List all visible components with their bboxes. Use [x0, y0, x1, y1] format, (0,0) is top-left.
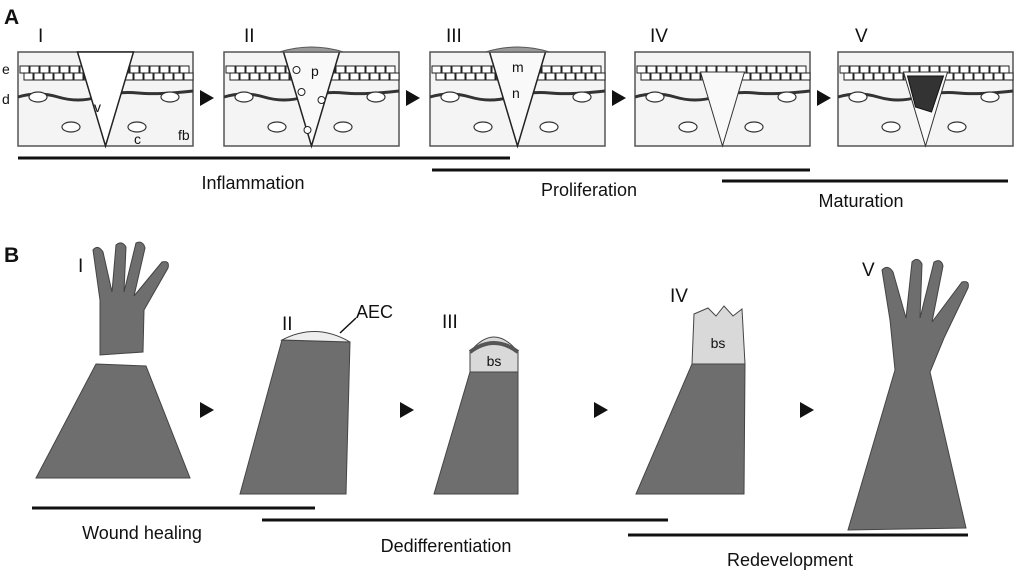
neutrophil-label: n [512, 85, 520, 101]
stage-b-4: IV [670, 286, 688, 307]
arrow-icon [200, 90, 214, 106]
maturation-label: Maturation [818, 191, 903, 211]
arrow-icon [400, 402, 414, 418]
stage-a-5: V [855, 26, 868, 47]
aec-label: AEC [356, 302, 393, 322]
skin-section-panels [17, 46, 1014, 149]
panel-b-label: B [4, 244, 19, 267]
arrow-icon [406, 90, 420, 106]
stage-b-3: III [442, 312, 458, 333]
stage-a-4: IV [650, 26, 668, 47]
stage-a-3: III [446, 26, 462, 47]
arrow-icon [200, 402, 214, 418]
redevelopment-label: Redevelopment [727, 550, 853, 570]
dermis-label: d [2, 91, 10, 107]
skin-panel-3 [429, 46, 606, 149]
skin-panel-1 [17, 51, 194, 149]
panel-a-label: A [4, 6, 19, 29]
proliferation-label: Proliferation [541, 180, 637, 200]
vessel-label: v [94, 99, 101, 115]
limb-intact [35, 241, 191, 479]
stage-b-2: II [282, 314, 293, 335]
limb-amputated-aec [239, 317, 357, 495]
stage-b-1: I [78, 256, 83, 277]
skin-panel-4 [634, 51, 811, 148]
limb-redeveloping-blastema [635, 305, 746, 495]
wound-healing-label: Wound healing [82, 523, 202, 543]
fibroblast-label: fb [178, 127, 190, 143]
arrow-icon [612, 90, 626, 106]
stage-a-1: I [38, 26, 43, 47]
skin-panel-2 [223, 46, 400, 149]
arrow-icon [817, 90, 831, 106]
blastema-label-4: bs [711, 335, 726, 351]
epidermis-label: e [2, 61, 10, 77]
skin-panel-5 [837, 51, 1014, 148]
arrow-icon [594, 402, 608, 418]
stage-b-5: V [862, 260, 875, 281]
dedifferentiation-label: Dedifferentiation [381, 536, 512, 556]
limb-regenerated [847, 258, 969, 531]
limb-blastema [433, 336, 520, 495]
blastema-label-3: bs [487, 353, 502, 369]
inflammation-label: Inflammation [201, 173, 304, 193]
macrophage-label: m [512, 59, 524, 75]
stage-a-2: II [244, 26, 255, 47]
arrow-icon [800, 402, 814, 418]
platelet-label: p [311, 63, 319, 79]
collagen-label: c [134, 131, 141, 147]
